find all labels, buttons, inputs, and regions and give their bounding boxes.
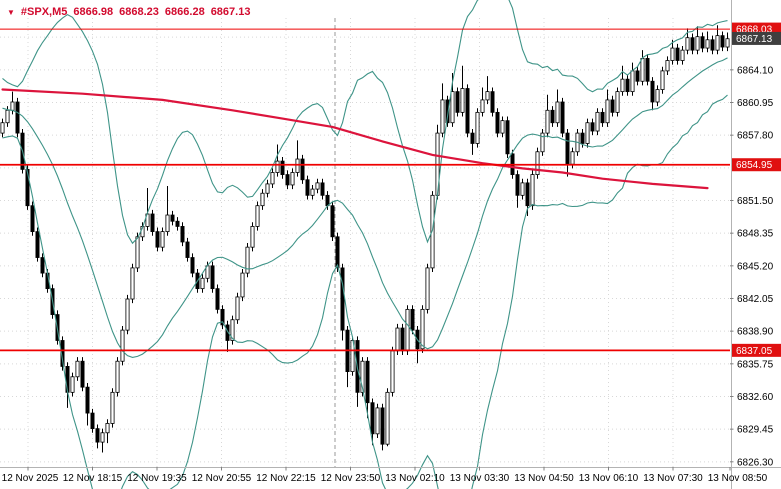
x-axis-labels: 12 Nov 2025 12 Nov 18:15 12 Nov 19:35 12 No… (2, 467, 768, 484)
svg-text:13 Nov 08:50: 13 Nov 08:50 (708, 473, 768, 484)
ma-trend-line (1, 88, 709, 190)
price-badge-level (732, 343, 781, 357)
price-badge-level (732, 158, 781, 172)
svg-text:6848.35: 6848.35 (737, 229, 774, 240)
svg-text:12 Nov 22:15: 12 Nov 22:15 (256, 473, 316, 484)
svg-text:6867.13: 6867.13 (736, 34, 773, 45)
svg-text:13 Nov 07:30: 13 Nov 07:30 (643, 473, 703, 484)
svg-text:6854.95: 6854.95 (736, 160, 773, 171)
svg-text:6860.95: 6860.95 (737, 98, 774, 109)
y-axis-labels: 6864.10 6860.95 6857.80 6851.50 6848.35 6845.… (730, 65, 774, 468)
svg-text:6837.05: 6837.05 (736, 346, 773, 357)
svg-text:12 Nov 19:35: 12 Nov 19:35 (127, 473, 187, 484)
svg-text:6842.05: 6842.05 (737, 294, 774, 305)
svg-text:6838.90: 6838.90 (737, 327, 774, 338)
svg-text:6845.20: 6845.20 (737, 261, 774, 272)
svg-text:6864.10: 6864.10 (737, 65, 774, 76)
svg-text:6857.80: 6857.80 (737, 131, 774, 142)
svg-text:6832.60: 6832.60 (737, 392, 774, 403)
price-badge-last (732, 31, 781, 45)
svg-text:6826.30: 6826.30 (737, 457, 774, 468)
svg-text:13 Nov 02:10: 13 Nov 02:10 (385, 473, 445, 484)
svg-text:12 Nov 18:15: 12 Nov 18:15 (63, 473, 123, 484)
svg-text:12 Nov 20:55: 12 Nov 20:55 (192, 473, 252, 484)
svg-text:6829.45: 6829.45 (737, 425, 774, 436)
svg-text:6868.03: 6868.03 (736, 25, 773, 36)
svg-text:13 Nov 06:10: 13 Nov 06:10 (579, 473, 639, 484)
svg-text:6835.75: 6835.75 (737, 359, 774, 370)
svg-text:13 Nov 03:30: 13 Nov 03:30 (450, 473, 510, 484)
bollinger-bands (2, 0, 728, 489)
svg-text:13 Nov 04:50: 13 Nov 04:50 (514, 473, 574, 484)
level-lines (0, 163, 730, 352)
svg-text:12 Nov 2025: 12 Nov 2025 (2, 473, 59, 484)
svg-text:6851.50: 6851.50 (737, 196, 774, 207)
grid (0, 18, 730, 467)
svg-text:12 Nov 23:50: 12 Nov 23:50 (321, 473, 381, 484)
